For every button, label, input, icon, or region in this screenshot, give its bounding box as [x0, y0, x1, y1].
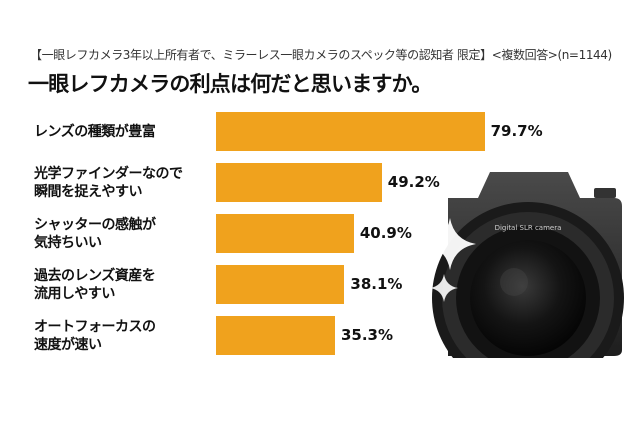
category-label-line: 気持ちいい — [34, 234, 102, 251]
bar — [216, 163, 382, 202]
value-label: 40.9% — [359, 224, 412, 242]
lens-reflection — [500, 268, 528, 296]
bar — [216, 112, 485, 151]
chart-title: 一眼レフカメラの利点は何だと思いますか。 — [28, 72, 432, 96]
bar — [216, 316, 335, 355]
category-label: 光学ファインダーなので 瞬間を捉えやすい — [34, 165, 210, 201]
lens-text: Digital SLR camera — [495, 224, 562, 232]
category-label: オートフォーカスの 速度が速い — [34, 318, 210, 354]
value-label: 79.7% — [490, 122, 543, 140]
category-label: シャッターの感触が 気持ちいい — [34, 216, 210, 252]
category-label-line: レンズの種類が豊富 — [34, 123, 156, 140]
chart-subtitle: 【一眼レフカメラ3年以上所有者で、ミラーレス一眼カメラのスペック等の認知者 限定… — [30, 48, 612, 62]
sparkle-icon-small — [430, 274, 458, 302]
lens-glass — [470, 240, 586, 356]
value-label: 38.1% — [350, 275, 403, 293]
camera-shutter-dial — [594, 188, 616, 198]
category-label: レンズの種類が豊富 — [34, 123, 210, 141]
category-label-line: 速度が速い — [34, 336, 102, 353]
value-label: 49.2% — [387, 173, 440, 191]
camera-illustration: Digital SLR camera — [424, 172, 624, 358]
bar — [216, 265, 345, 304]
category-label-line: 過去のレンズ資産を — [34, 267, 156, 284]
category-label-line: 流用しやすい — [34, 285, 115, 302]
category-label-line: シャッターの感触が — [34, 216, 156, 233]
category-label-line: 瞬間を捉えやすい — [34, 183, 143, 200]
bar — [216, 214, 354, 253]
value-label: 35.3% — [340, 326, 393, 344]
category-label: 過去のレンズ資産を 流用しやすい — [34, 267, 210, 303]
category-label-line: 光学ファインダーなので — [34, 165, 183, 182]
sparkle-icon-large — [424, 218, 476, 270]
category-label-line: オートフォーカスの — [34, 318, 156, 335]
